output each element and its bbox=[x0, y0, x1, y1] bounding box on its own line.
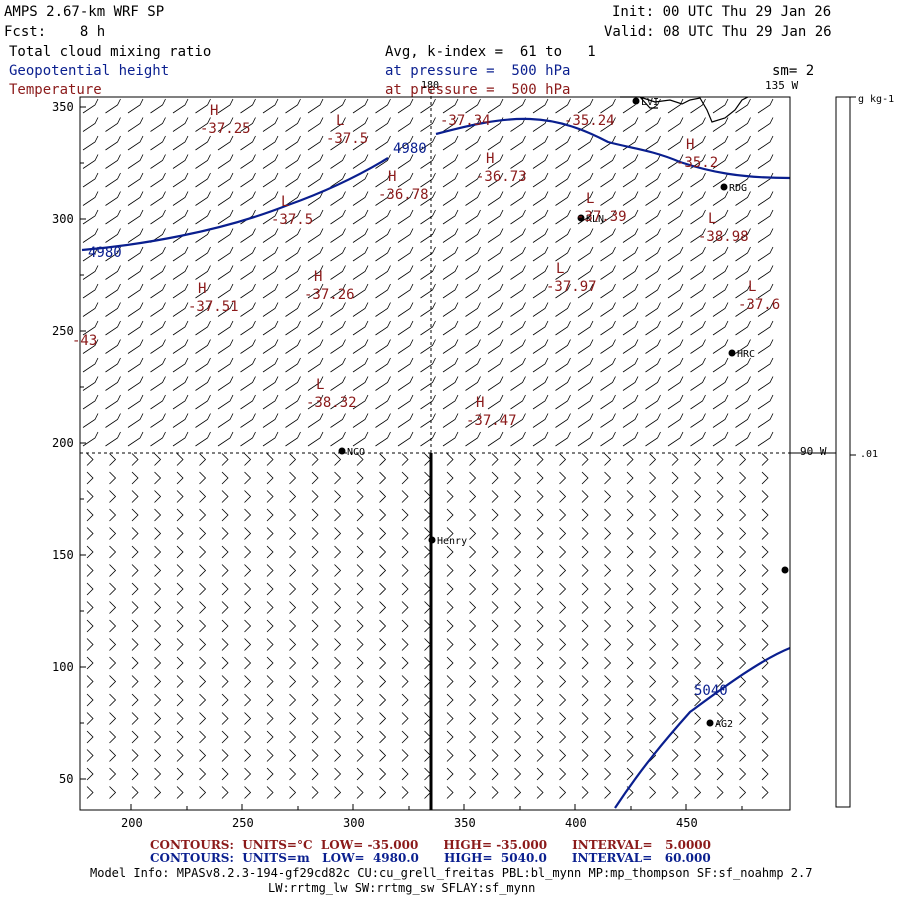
station-label: LVI bbox=[641, 97, 659, 108]
wind-barbs bbox=[82, 98, 774, 799]
station-label: KLN bbox=[586, 214, 604, 225]
pressure-center-high: H bbox=[476, 395, 485, 411]
temperature-value: -36.73 bbox=[476, 169, 527, 185]
temperature-value: -37.5 bbox=[271, 212, 314, 228]
x-tick-label-400: 400 bbox=[565, 816, 587, 830]
temperature-value: -37.34 bbox=[440, 113, 491, 129]
pressure-center-high: H bbox=[210, 103, 219, 119]
station-label: RDG bbox=[729, 183, 747, 194]
lon-label-135w: 135 W bbox=[765, 79, 799, 92]
temperature-value: -37.97 bbox=[546, 279, 597, 295]
temperature-value: -35.2 bbox=[676, 155, 719, 171]
init-time: Init: 00 UTC Thu 29 Jan 26 bbox=[612, 4, 832, 20]
temperature-value: -37.6 bbox=[738, 297, 781, 313]
station-label: HRC bbox=[737, 349, 755, 360]
station-label: NCO bbox=[347, 447, 365, 458]
y-tick-label-250: 250 bbox=[52, 324, 74, 338]
x-tick-label-300: 300 bbox=[343, 816, 365, 830]
lon-label-90w: 90 W bbox=[800, 445, 827, 458]
coastline bbox=[620, 96, 749, 123]
lon-label-180: 180 bbox=[421, 80, 440, 91]
wind-barb-field bbox=[82, 98, 774, 799]
pressure-center-low: L bbox=[556, 261, 565, 277]
field2-level: at pressure = 500 hPa bbox=[385, 63, 571, 79]
x-tick-label-200: 200 bbox=[121, 816, 143, 830]
temperature-value: -37.39 bbox=[576, 209, 627, 225]
temperature-value: -38.98 bbox=[698, 229, 749, 245]
pressure-center-high: H bbox=[198, 281, 207, 297]
x-axis-ticks bbox=[130, 804, 743, 810]
y-tick-label-100: 100 bbox=[52, 660, 74, 674]
station-dot bbox=[728, 349, 736, 357]
pressure-center-low: L bbox=[586, 191, 595, 207]
y-tick-label-150: 150 bbox=[52, 548, 74, 562]
temperature-value: -37.25 bbox=[200, 121, 251, 137]
temperature-value: -38.32 bbox=[306, 395, 357, 411]
y-axis-ticks bbox=[80, 106, 86, 780]
pressure-center-high: H bbox=[686, 137, 695, 153]
temperature-value: -35.24 bbox=[564, 113, 615, 129]
height-contour-5040 bbox=[614, 646, 791, 809]
pressure-center-low: L bbox=[708, 211, 717, 227]
field1-label: Total cloud mixing ratio bbox=[9, 44, 212, 60]
station-label: AG2 bbox=[715, 719, 733, 730]
station-dot bbox=[720, 183, 728, 191]
x-tick-label-350: 350 bbox=[454, 816, 476, 830]
pressure-center-low: L bbox=[748, 279, 757, 295]
field3-label: Temperature bbox=[9, 82, 102, 98]
station-label: Henry bbox=[437, 536, 467, 547]
station-dot bbox=[706, 719, 714, 727]
model-info: Model Info: MPASv8.2.3-194-gf29cd82c CU:… bbox=[90, 866, 813, 880]
temperature-value: -37.51 bbox=[188, 299, 239, 315]
pressure-center-low: L bbox=[336, 113, 345, 129]
contours-height: CONTOURS: UNITS=m LOW= 4980.0 HIGH= 5040… bbox=[150, 851, 711, 865]
plot-frame bbox=[79, 96, 791, 811]
station-dot bbox=[781, 566, 789, 574]
contours-temperature: CONTOURS: UNITS=°C LOW= -35.000 HIGH= -3… bbox=[150, 838, 712, 852]
colorbar-tick-label: .01 bbox=[860, 449, 879, 460]
height-contour-label: 4980 bbox=[393, 141, 427, 157]
field3-level: at pressure = 500 hPa bbox=[385, 82, 571, 98]
temperature-value: -43 bbox=[72, 333, 98, 349]
y-tick-label-350: 350 bbox=[52, 100, 74, 114]
y-tick-label-300: 300 bbox=[52, 212, 74, 226]
colorbar bbox=[835, 96, 851, 808]
model-title: AMPS 2.67-km WRF SP bbox=[4, 4, 165, 20]
temperature-value: -37.47 bbox=[466, 413, 517, 429]
model-info-physics: LW:rrtmg_lw SW:rrtmg_sw SFLAY:sf_mynn bbox=[268, 881, 536, 895]
station-dot bbox=[632, 97, 640, 105]
pressure-center-high: H bbox=[314, 269, 323, 285]
pressure-center-high: H bbox=[486, 151, 495, 167]
x-tick-label-250: 250 bbox=[232, 816, 254, 830]
height-contour-4980-east bbox=[435, 117, 791, 180]
station-markers: LVI RDG KLN HRC NCO Henry AG2 bbox=[338, 97, 789, 730]
temperature-value: -36.78 bbox=[378, 187, 429, 203]
avg-index-label: Avg, k-index = 61 to 1 bbox=[385, 44, 596, 60]
height-contour-label: 4980 bbox=[88, 245, 122, 261]
smoothing-label: sm= 2 bbox=[772, 63, 815, 79]
y-tick-label-200: 200 bbox=[52, 436, 74, 450]
station-dot bbox=[577, 214, 585, 222]
field2-label: Geopotential height bbox=[9, 63, 170, 79]
y-tick-label-50: 50 bbox=[59, 772, 74, 786]
pressure-center-high: H bbox=[388, 169, 397, 185]
colorbar-unit: g kg-1 bbox=[858, 94, 895, 105]
height-contour-4980-west bbox=[81, 157, 389, 252]
valid-time: Valid: 08 UTC Thu 29 Jan 26 bbox=[604, 24, 832, 40]
height-contour-label: 5040 bbox=[694, 683, 728, 699]
x-tick-label-450: 450 bbox=[676, 816, 698, 830]
pressure-center-low: L bbox=[281, 194, 290, 210]
pressure-center-low: L bbox=[316, 377, 325, 393]
station-dot bbox=[338, 447, 346, 455]
temperature-value: -37.26 bbox=[304, 287, 355, 303]
forecast-hour: Fcst: 8 h bbox=[4, 24, 106, 40]
temperature-value: -37.5 bbox=[326, 131, 369, 147]
station-dot bbox=[428, 536, 436, 544]
